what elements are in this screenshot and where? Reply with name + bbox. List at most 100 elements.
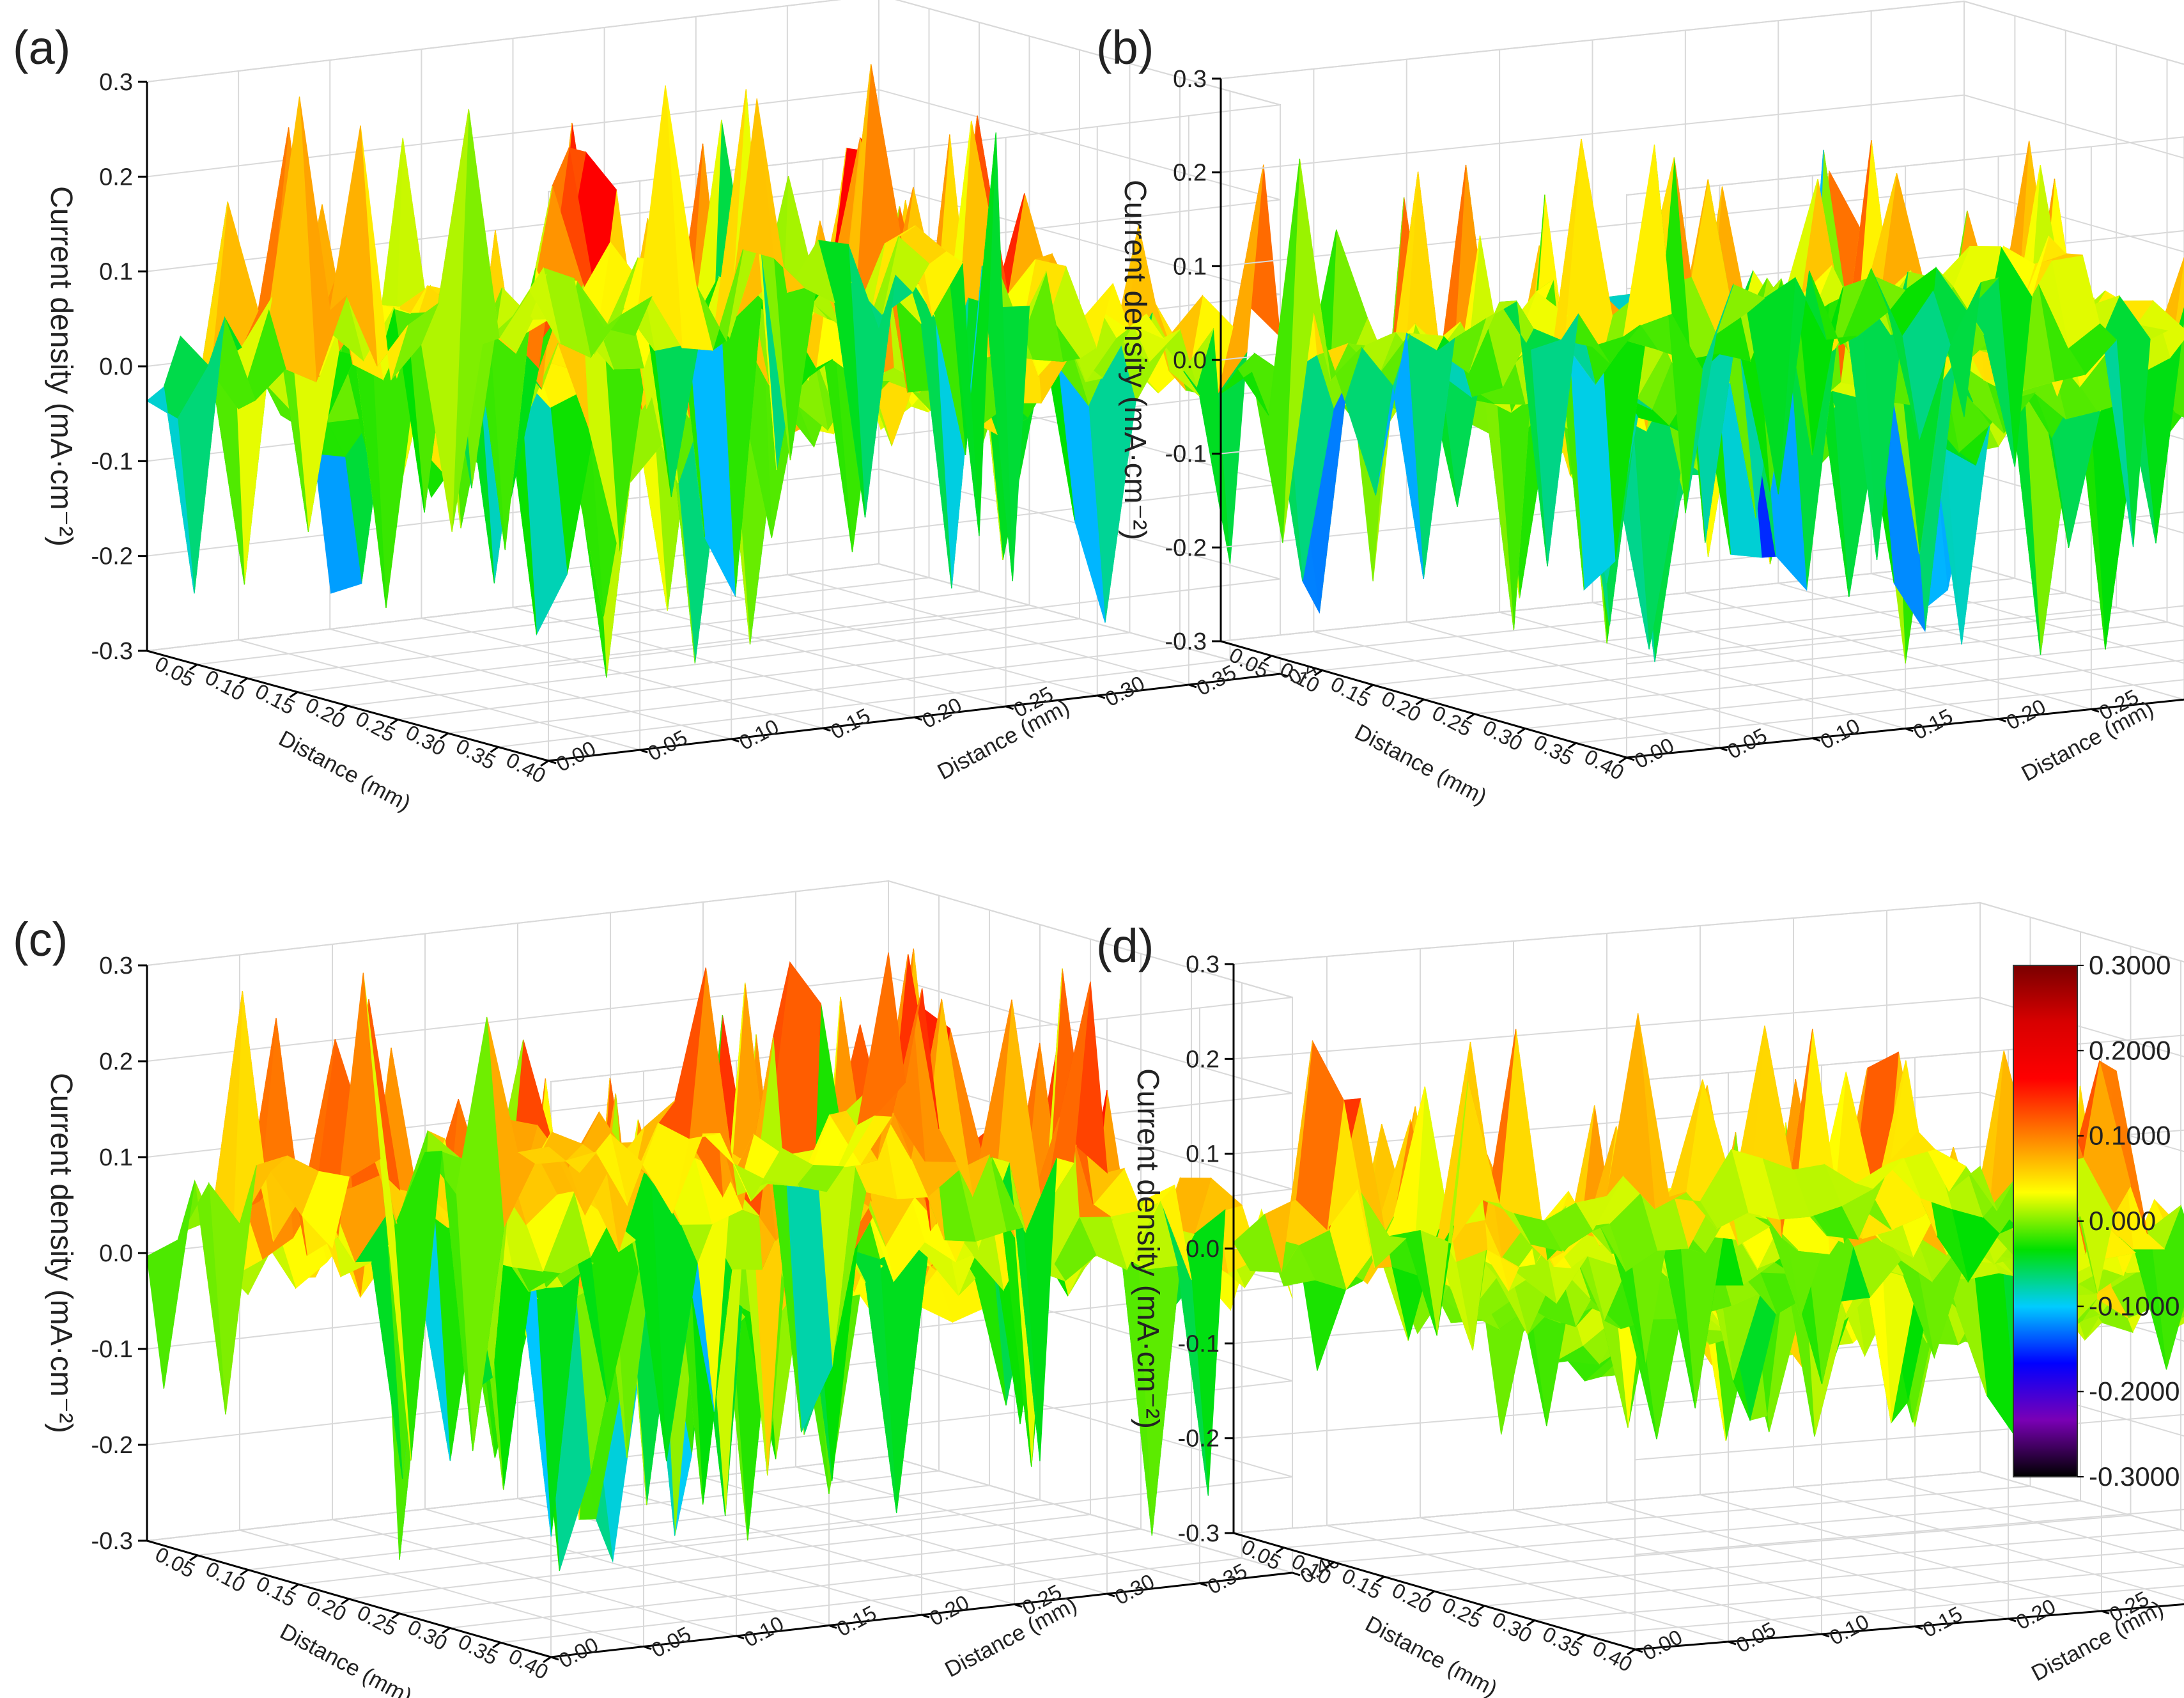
panel-label: (b) <box>1096 21 1154 74</box>
x-tick-mark <box>189 664 198 671</box>
x-tick-mark <box>1275 1546 1285 1554</box>
y-tick-mark <box>1719 747 1728 752</box>
surface-facet <box>146 1180 196 1389</box>
colorbar-scale <box>2013 965 2078 1477</box>
wall-grid-line <box>1233 901 2184 1081</box>
x-tick-mark <box>289 691 298 698</box>
floor-grid-line <box>498 659 1230 748</box>
z-tick-label: 0.2 <box>99 164 133 191</box>
panel-label: (a) <box>13 21 70 74</box>
y-tick-mark <box>1106 1593 1115 1598</box>
y-tick-mark <box>2101 1610 2110 1615</box>
x-tick-mark <box>341 1598 350 1605</box>
y-tick-mark <box>1998 718 2006 722</box>
x-tick-mark <box>1627 1648 1636 1656</box>
chart-panel-a: -0.3-0.2-0.10.00.10.20.30.05 0.10 0.15 0.20… <box>13 0 1331 816</box>
y-tick-mark <box>639 749 648 754</box>
x-tick-mark <box>1326 1561 1335 1568</box>
wall-grid-line <box>146 1359 1293 1562</box>
x-tick-mark <box>1576 1634 1586 1641</box>
z-tick-label: 0.0 <box>1186 1236 1220 1263</box>
z-tick-label: -0.2 <box>91 543 133 570</box>
y-tick-mark <box>921 1614 930 1619</box>
z-tick-label: 0.2 <box>1186 1046 1220 1073</box>
wall-grid-line <box>146 0 1281 192</box>
z-tick-label: 0.1 <box>1173 253 1207 280</box>
floor-grid-line <box>695 585 1098 696</box>
x-tick-mark <box>189 1554 198 1561</box>
floor-grid-line <box>447 646 1181 734</box>
y-tick-mark <box>1728 1640 1737 1646</box>
floor-grid-line <box>1700 1494 2102 1612</box>
x-tick-mark <box>1476 1605 1485 1612</box>
y-tick-mark <box>1188 683 1197 689</box>
floor-grid-line <box>449 1543 1192 1629</box>
x-tick-mark <box>440 732 449 740</box>
surface <box>146 948 1293 1571</box>
z-tick-label: 0.3 <box>1186 951 1220 978</box>
z-axis-title: Current density (mA·cm⁻²) <box>44 186 78 547</box>
y-tick-mark <box>1097 694 1106 699</box>
floor-grid-line <box>1685 592 2092 710</box>
z-tick-label: 0.3 <box>99 69 133 96</box>
y-tick-mark <box>822 727 831 732</box>
z-tick-label: -0.3 <box>1178 1520 1220 1547</box>
floor-grid-line <box>398 632 1130 720</box>
surface-facet <box>1233 1213 1282 1273</box>
z-tick-label: 0.0 <box>1173 347 1207 374</box>
x-tick-mark <box>1618 756 1627 764</box>
y-tick-mark <box>550 1656 559 1661</box>
panel-label: (c) <box>13 913 68 966</box>
floor-grid-line <box>500 1557 1243 1644</box>
floor-grid-line <box>787 574 1189 685</box>
x-axis-title: Distance (mm) <box>275 726 415 816</box>
x-axis-title: Distance (mm) <box>276 1619 416 1698</box>
surface-facet <box>1220 369 1269 416</box>
y-tick-mark <box>1199 1582 1208 1587</box>
y-tick-mark <box>1812 737 1821 742</box>
x-tick-mark <box>1263 655 1273 662</box>
x-tick-mark <box>1313 669 1323 676</box>
z-tick-label: 0.2 <box>1173 160 1207 187</box>
colorbar-tick-label: 0.1000 <box>2089 1121 2171 1151</box>
y-tick-mark <box>1821 1633 1830 1638</box>
z-axis-title: Current density (mA·cm⁻²) <box>44 1073 78 1433</box>
y-tick-mark <box>736 1635 745 1640</box>
z-tick-label: 0.0 <box>99 1240 133 1267</box>
floor-grid-line <box>1534 1566 2184 1621</box>
y-tick-mark <box>1914 1625 1923 1630</box>
y-tick-mark <box>643 1646 652 1650</box>
x-tick-mark <box>1567 742 1577 749</box>
x-tick-mark <box>1375 1576 1385 1583</box>
z-tick-label: -0.1 <box>91 448 133 475</box>
colorbar-tick-label: -0.3000 <box>2089 1461 2180 1492</box>
colorbar-tick-label: 0.3000 <box>2089 950 2171 980</box>
floor-grid-line <box>1584 1585 2184 1636</box>
wall-grid-line <box>1233 1376 2184 1555</box>
x-tick-mark <box>1365 684 1374 691</box>
z-tick-label: -0.1 <box>1178 1330 1220 1357</box>
colorbar-tick-label: -0.1000 <box>2089 1291 2180 1321</box>
x-tick-mark <box>492 1642 501 1649</box>
y-tick-mark <box>1280 673 1289 678</box>
surface-facet <box>146 386 195 594</box>
z-tick-label: 0.3 <box>1173 66 1207 93</box>
x-tick-mark <box>240 1569 249 1576</box>
z-tick-label: -0.1 <box>91 1336 133 1363</box>
z-axis-title: Current density (mA·cm⁻²) <box>1118 180 1152 540</box>
floor-grid-line <box>1793 1486 2184 1601</box>
floor-grid-line <box>1606 1502 2009 1619</box>
x-tick-mark <box>1526 1619 1535 1626</box>
floor-grid-line <box>399 1528 1142 1614</box>
floor-grid-line <box>1525 659 2184 729</box>
floor-grid-line <box>604 596 1006 707</box>
y-tick-mark <box>1014 1603 1023 1608</box>
floor-grid-line <box>1474 639 2184 715</box>
x-tick-mark <box>442 1627 451 1634</box>
z-tick-label: 0.2 <box>99 1048 133 1075</box>
z-tick-label: 0.3 <box>99 953 133 979</box>
colorbar-tick-label: 0.2000 <box>2089 1035 2171 1065</box>
z-tick-label: -0.3 <box>91 1528 133 1555</box>
surface <box>1220 139 2184 664</box>
y-tick-mark <box>1905 728 1914 733</box>
